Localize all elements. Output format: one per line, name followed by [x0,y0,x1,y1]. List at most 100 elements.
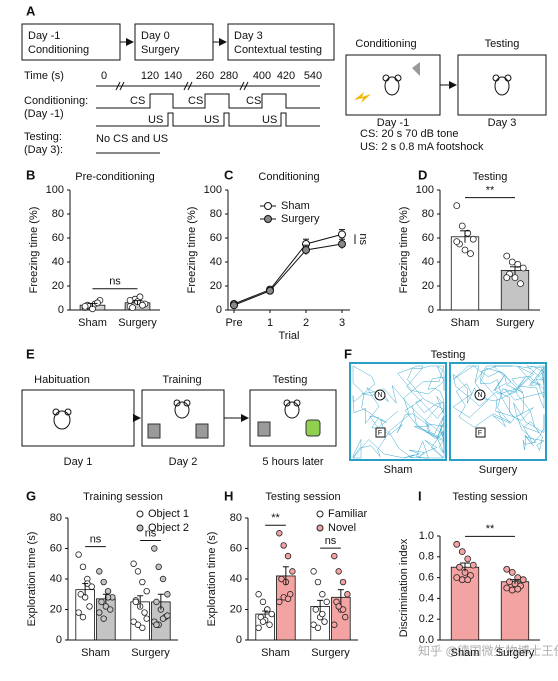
sig-label: ns [145,527,157,539]
group-label: Sham [384,464,413,476]
y-tick-label: 40 [422,256,434,268]
data-point [143,588,150,595]
data-point [284,595,292,603]
data-point [319,591,326,598]
legend-marker [264,215,272,223]
time-tick: 420 [277,70,295,82]
data-point [141,609,148,616]
legend-marker [316,524,324,532]
data-point [314,624,322,631]
x-tick-label: 1 [267,317,273,329]
panel-f: F Testing N F N F Sham Surgery [344,346,547,476]
object-marker [474,389,486,401]
legend-label: Object 1 [148,508,189,520]
data-point [81,302,89,310]
y-axis-label: Freezing time (%) [28,207,40,294]
y-tick-label: 40 [50,573,62,585]
x-tick-label: Sham [78,317,107,329]
data-point [458,222,466,230]
data-point [508,258,516,266]
testing-note: No CS and US [96,133,168,145]
testing-day: (Day 3): [24,144,63,156]
data-point [310,621,317,628]
legend-label: Sham [281,200,310,212]
x-tick-label: Sham [261,647,290,659]
object-marker [475,427,486,438]
data-point [139,624,146,631]
box-title: Testing [485,38,520,50]
data-point [503,252,511,260]
data-point [164,591,171,598]
note: CS: 20 s 70 dB tone [360,128,458,140]
legend-label: Familiar [328,508,367,520]
data-point [88,583,95,590]
mouse-icon [283,399,301,419]
data-point [338,230,346,239]
mouse-icon [173,399,191,419]
x-tick-label: Surgery [118,317,157,329]
y-tick-label: 40 [230,573,242,585]
y-tick-label: 60 [52,232,64,244]
conditioning-day: (Day -1) [24,108,64,120]
data-point [312,606,319,613]
y-tick-label: 60 [210,232,222,244]
sig-label: ns [357,233,369,245]
y-tick-label: 0.4 [419,592,434,604]
cs-label: CS [246,95,261,107]
cs-label: CS [188,95,203,107]
conditioning-label: Conditioning: [24,95,88,107]
data-point [335,568,342,575]
data-point [461,246,469,254]
series-line [233,243,343,306]
series-line [233,233,343,305]
object-label: N [377,392,382,399]
y-tick-label: 0.8 [419,551,434,563]
data-point [335,603,342,610]
step-box [134,23,214,61]
x-tick-label: 3 [339,317,345,329]
y-tick-label: 80 [52,208,64,220]
panel-letter: F [344,346,352,361]
time-tick: 280 [220,70,238,82]
box-title: Conditioning [355,38,416,50]
data-point [519,264,527,272]
data-point [284,552,292,560]
y-tick-label: 100 [204,184,222,196]
legend-label: Object 2 [148,522,189,534]
stage-title: Training [162,374,201,386]
object-marker [374,389,386,401]
mouse-icon [382,74,402,96]
data-point [339,606,347,613]
legend-marker [316,510,324,518]
data-point [511,274,519,282]
panel-letter: A [26,3,36,18]
step-day: Day -1 [28,30,60,42]
data-point [453,574,461,581]
step-label: Surgery [141,44,180,56]
panel-letter: I [418,488,422,503]
data-point [503,274,511,282]
data-point [134,621,142,628]
sig-label: ns [90,534,102,546]
y-tick-label: 40 [210,256,222,268]
panel-title: Testing [431,349,466,361]
chart-title: Testing session [452,491,527,503]
time-tick: 400 [253,70,271,82]
data-point [344,591,351,598]
data-point [453,540,461,548]
tracks [352,365,545,459]
data-point [456,563,463,571]
y-tick-label: 20 [52,280,64,292]
data-point [321,618,328,625]
y-tick-label: 100 [416,184,434,196]
x-tick-label: Sham [81,647,110,659]
y-tick-label: 0.6 [419,572,434,584]
time-label: Time (s) [24,70,64,82]
data-point [453,238,461,246]
y-tick-label: 1.0 [419,530,434,542]
x-tick-label: Sham [451,317,480,329]
data-point [164,612,171,619]
y-tick-label: 20 [210,280,222,292]
